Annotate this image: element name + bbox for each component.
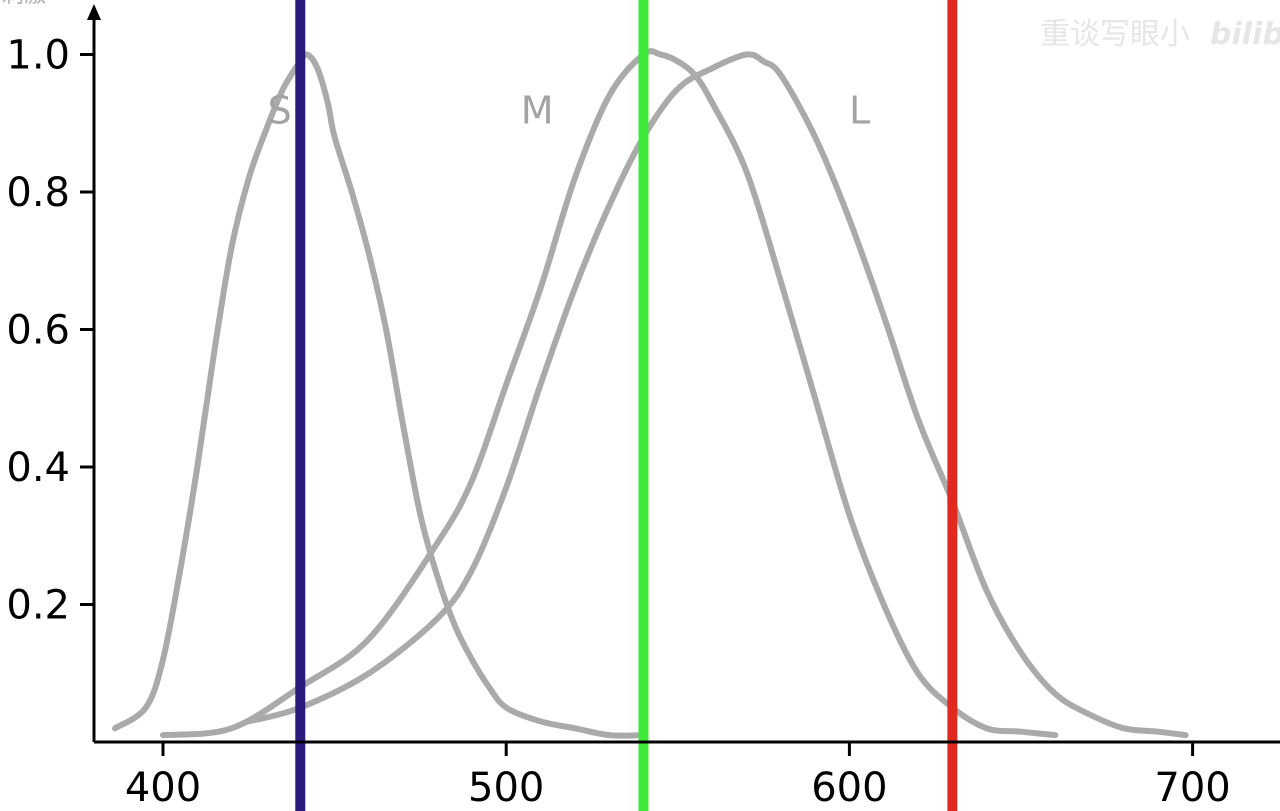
y-tick-label: 0.4: [6, 445, 70, 491]
ticks: 400 500 600 700 0.2 0.4 0.6 0.8 1.0: [6, 33, 1230, 811]
series-label-s: S: [268, 89, 292, 133]
series-line-s: [112, 51, 647, 739]
series-label-l: L: [849, 89, 870, 133]
x-tick-label: 500: [468, 765, 544, 811]
x-tick-label: 700: [1154, 765, 1230, 811]
y-axis-arrowhead: [87, 4, 101, 20]
corner-text: 刺激: [2, 0, 46, 8]
y-tick-label: 0.6: [6, 308, 70, 354]
y-tick-label: 0.8: [6, 170, 70, 216]
series-label-m: M: [521, 89, 554, 133]
watermark-logo: bilibili: [1210, 17, 1280, 52]
series-line-l: [245, 51, 1189, 739]
y-tick-label: 1.0: [6, 33, 70, 79]
axes: [87, 4, 1280, 744]
series-line-m: [160, 48, 1059, 739]
x-tick-label: 400: [125, 765, 201, 811]
response-curves: [112, 48, 1189, 739]
y-tick-label: 0.2: [6, 583, 70, 629]
wavelength-markers: [295, 0, 958, 811]
x-tick-label: 600: [811, 765, 887, 811]
watermark-text: 重谈写眼小: [1040, 17, 1190, 52]
